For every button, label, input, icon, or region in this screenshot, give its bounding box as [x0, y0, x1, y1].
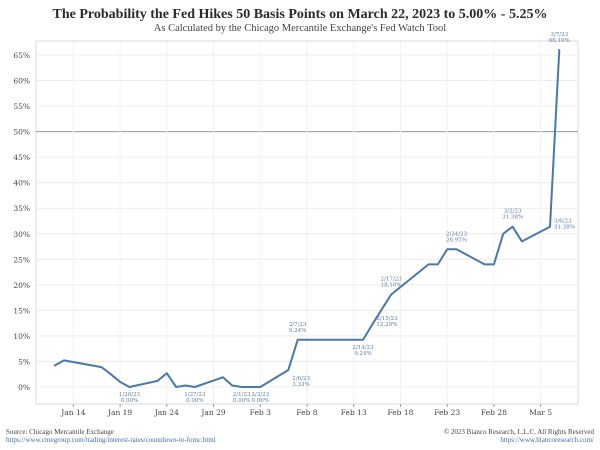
- annotation-date: 2/15/23: [376, 316, 398, 322]
- y-tick-label: 25%: [13, 255, 30, 264]
- x-tick-label: Feb 18: [387, 408, 413, 417]
- y-tick-label: 20%: [13, 281, 30, 290]
- y-tick-label: 10%: [13, 332, 30, 341]
- y-tick-label: 45%: [13, 153, 30, 162]
- copyright-text: © 2023 Bianco Research, L.L.C. All Right…: [443, 428, 594, 436]
- x-tick-label: Jan 29: [200, 408, 225, 417]
- annotation-value: 0.00%: [121, 398, 138, 404]
- y-tick-label: 55%: [13, 102, 30, 111]
- series-line: [53, 48, 561, 388]
- annotation-date: 2/6/23: [292, 376, 310, 382]
- annotation-date: 3/2/23: [504, 209, 522, 215]
- x-tick-label: Jan 19: [107, 408, 132, 417]
- y-tick-label: 30%: [13, 230, 30, 239]
- x-tick-label: Mar 5: [529, 408, 552, 417]
- y-tick-label: 35%: [13, 204, 30, 213]
- y-tick-label: 0%: [18, 383, 30, 392]
- chart-subtitle: As Calculated by the Chicago Mercantile …: [153, 23, 447, 34]
- annotation-value: 0.00%: [252, 398, 269, 404]
- y-tick-label: 65%: [13, 51, 30, 60]
- annotation-date: 2/24/23: [446, 231, 468, 237]
- x-tick-label: Jan 24: [154, 408, 179, 417]
- annotation-date: 3/7/23: [550, 32, 568, 38]
- annotation-value: 0.00%: [233, 398, 250, 404]
- annotation-value: 3.33%: [292, 382, 309, 388]
- source-note: Source: Chicago Mercantile Exchange http…: [6, 428, 216, 444]
- y-tick-label: 15%: [13, 306, 30, 315]
- annotation-value: 18.10%: [381, 283, 402, 289]
- annotation-date: 2/7/23: [289, 322, 307, 328]
- annotation-date: 2/14/23: [352, 345, 374, 351]
- annotation-date: 1/27/23: [184, 392, 206, 398]
- annotation-value: 31.38%: [554, 225, 575, 231]
- x-tick-label: Feb 23: [434, 408, 460, 417]
- annotation-value: 0.00%: [186, 398, 203, 404]
- annotation-value: 66.10%: [549, 38, 570, 44]
- x-tick-label: Jan 14: [60, 408, 85, 417]
- annotation-value: 26.95%: [446, 237, 467, 243]
- y-tick-label: 50%: [13, 128, 30, 137]
- y-tick-label: 40%: [13, 179, 30, 188]
- annotation-value: 12.29%: [376, 322, 397, 328]
- annotation-date: 2/3/23: [251, 392, 269, 398]
- chart-title: The Probability the Fed Hikes 50 Basis P…: [52, 7, 548, 22]
- x-tick-label: Feb 3: [250, 408, 271, 417]
- annotation-value: 9.24%: [289, 328, 306, 334]
- x-tick-label: Feb 28: [481, 408, 507, 417]
- source-label: Source: Chicago Mercantile Exchange: [6, 428, 114, 436]
- annotation-value: 9.24%: [354, 351, 371, 357]
- x-tick-label: Feb 8: [296, 408, 317, 417]
- annotation-date: 1/20/23: [119, 392, 141, 398]
- source-link[interactable]: https://www.cmegroup.com/trading/interes…: [6, 436, 216, 444]
- annotation-date: 2/17/23: [381, 277, 403, 283]
- annotation-date: 3/6/23: [554, 219, 572, 225]
- annotation-value: 31.38%: [502, 215, 523, 221]
- y-tick-label: 5%: [18, 357, 30, 366]
- annotation-date: 2/1/23: [233, 392, 251, 398]
- website-link[interactable]: https://www.biancoresearch.com/: [500, 436, 594, 444]
- y-tick-label: 60%: [13, 77, 30, 86]
- credit-note: © 2023 Bianco Research, L.L.C. All Right…: [444, 428, 594, 444]
- x-tick-label: Feb 13: [341, 408, 367, 417]
